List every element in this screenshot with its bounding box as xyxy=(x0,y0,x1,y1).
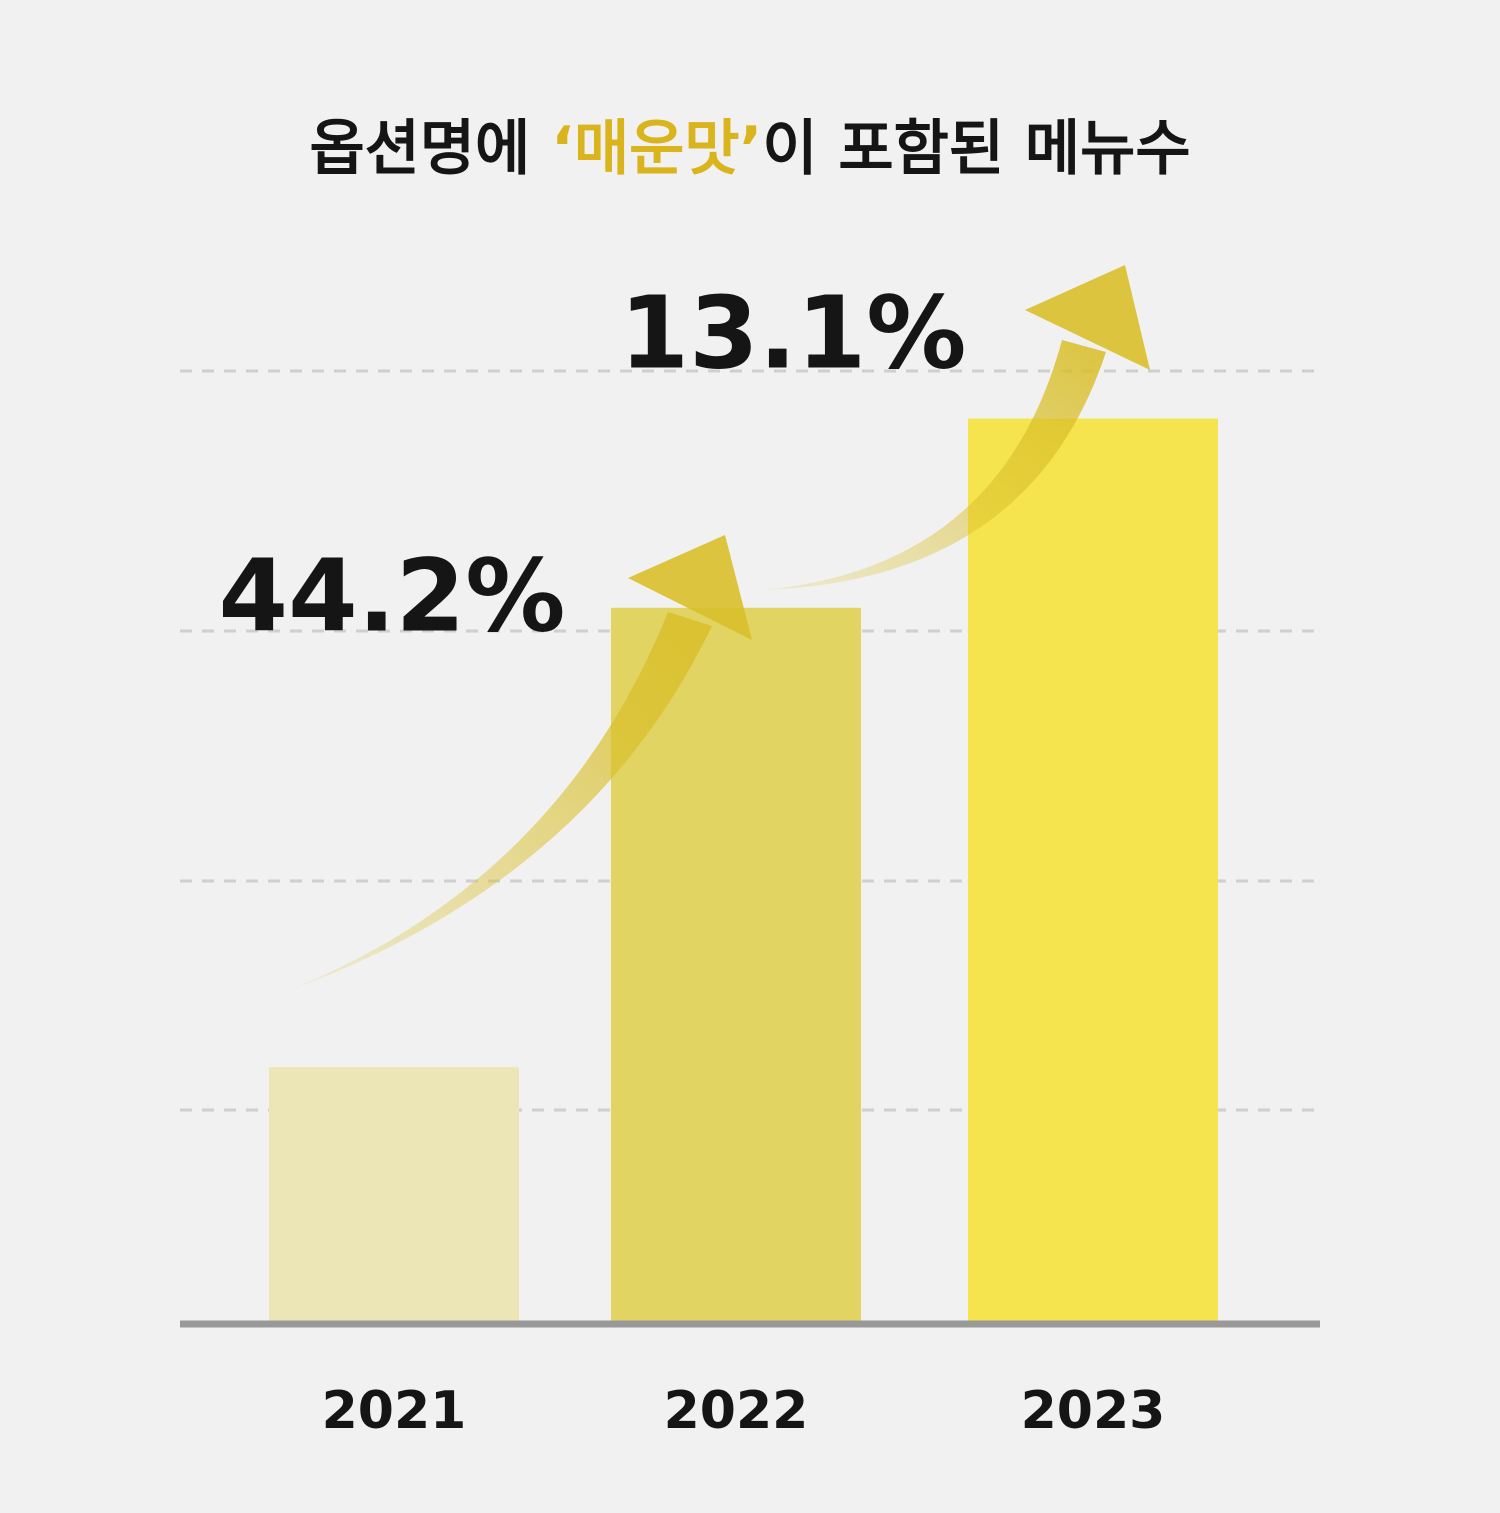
x-tick-label: 2022 xyxy=(664,1381,809,1441)
bar xyxy=(968,418,1218,1322)
arrow xyxy=(290,535,752,990)
chart-title: 옵션명에 ‘매운맛’이 포함된 메뉴수 xyxy=(309,114,1190,184)
arrow-head xyxy=(628,535,752,640)
title-part: 이 포함된 메뉴수 xyxy=(762,114,1190,184)
bar xyxy=(611,607,861,1322)
arrow-body xyxy=(290,612,712,990)
bar xyxy=(269,1067,519,1322)
title-highlight: ‘매운맛’ xyxy=(551,114,762,184)
arrow xyxy=(760,265,1150,590)
x-tick-label: 2023 xyxy=(1021,1381,1166,1441)
bars xyxy=(269,418,1218,1322)
arrow-body xyxy=(760,340,1106,590)
x-tick-label: 2021 xyxy=(322,1381,467,1441)
arrow-head xyxy=(1025,265,1150,370)
growth-label: 13.1% xyxy=(620,274,967,391)
growth-label: 44.2% xyxy=(219,537,566,654)
title-part: 옵션명에 xyxy=(309,114,551,184)
